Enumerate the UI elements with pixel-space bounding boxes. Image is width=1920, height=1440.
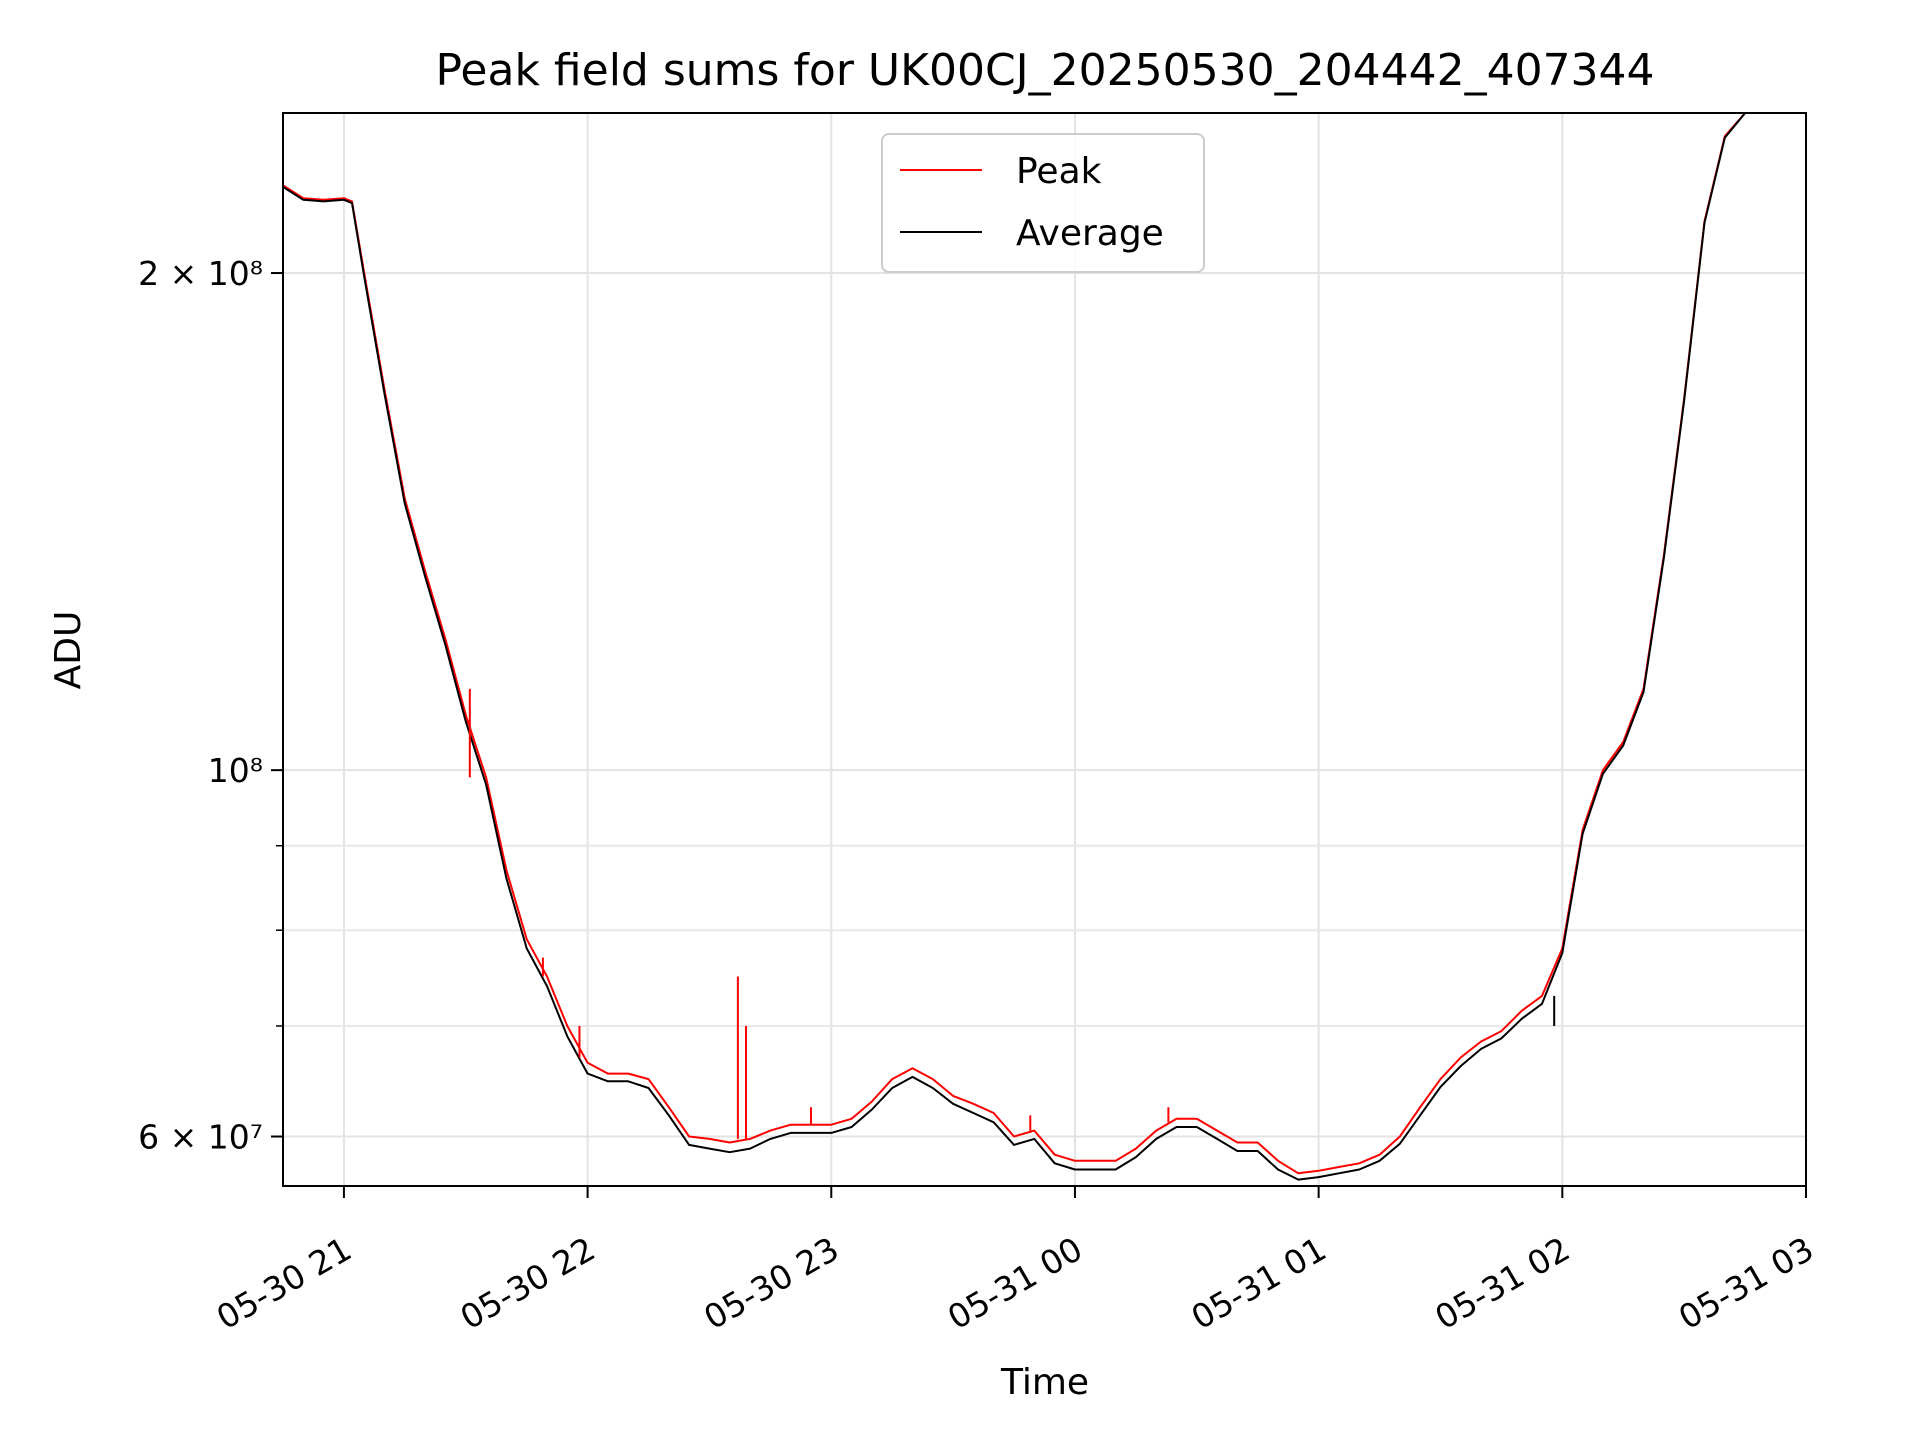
legend-label-peak: Peak xyxy=(1016,151,1102,192)
plot-frame xyxy=(282,112,1807,1187)
legend-label-average: Average xyxy=(1016,213,1164,254)
legend: Peak Average xyxy=(881,133,1205,273)
series-line-average xyxy=(283,113,1806,1181)
y-axis-label: ADU xyxy=(48,611,89,690)
series-layer xyxy=(283,113,1806,1181)
y-tick-label: 10⁸ xyxy=(208,751,263,790)
series-line-peak xyxy=(283,113,1806,1175)
y-tick-label: 2 × 10⁸ xyxy=(138,254,263,293)
legend-box xyxy=(881,133,1205,273)
grid xyxy=(283,113,1807,1186)
y-tick-label: 6 × 10⁷ xyxy=(138,1118,263,1157)
x-axis-label: Time xyxy=(1000,1362,1089,1403)
chart-title: Peak field sums for UK00CJ_20250530_2044… xyxy=(435,45,1654,96)
